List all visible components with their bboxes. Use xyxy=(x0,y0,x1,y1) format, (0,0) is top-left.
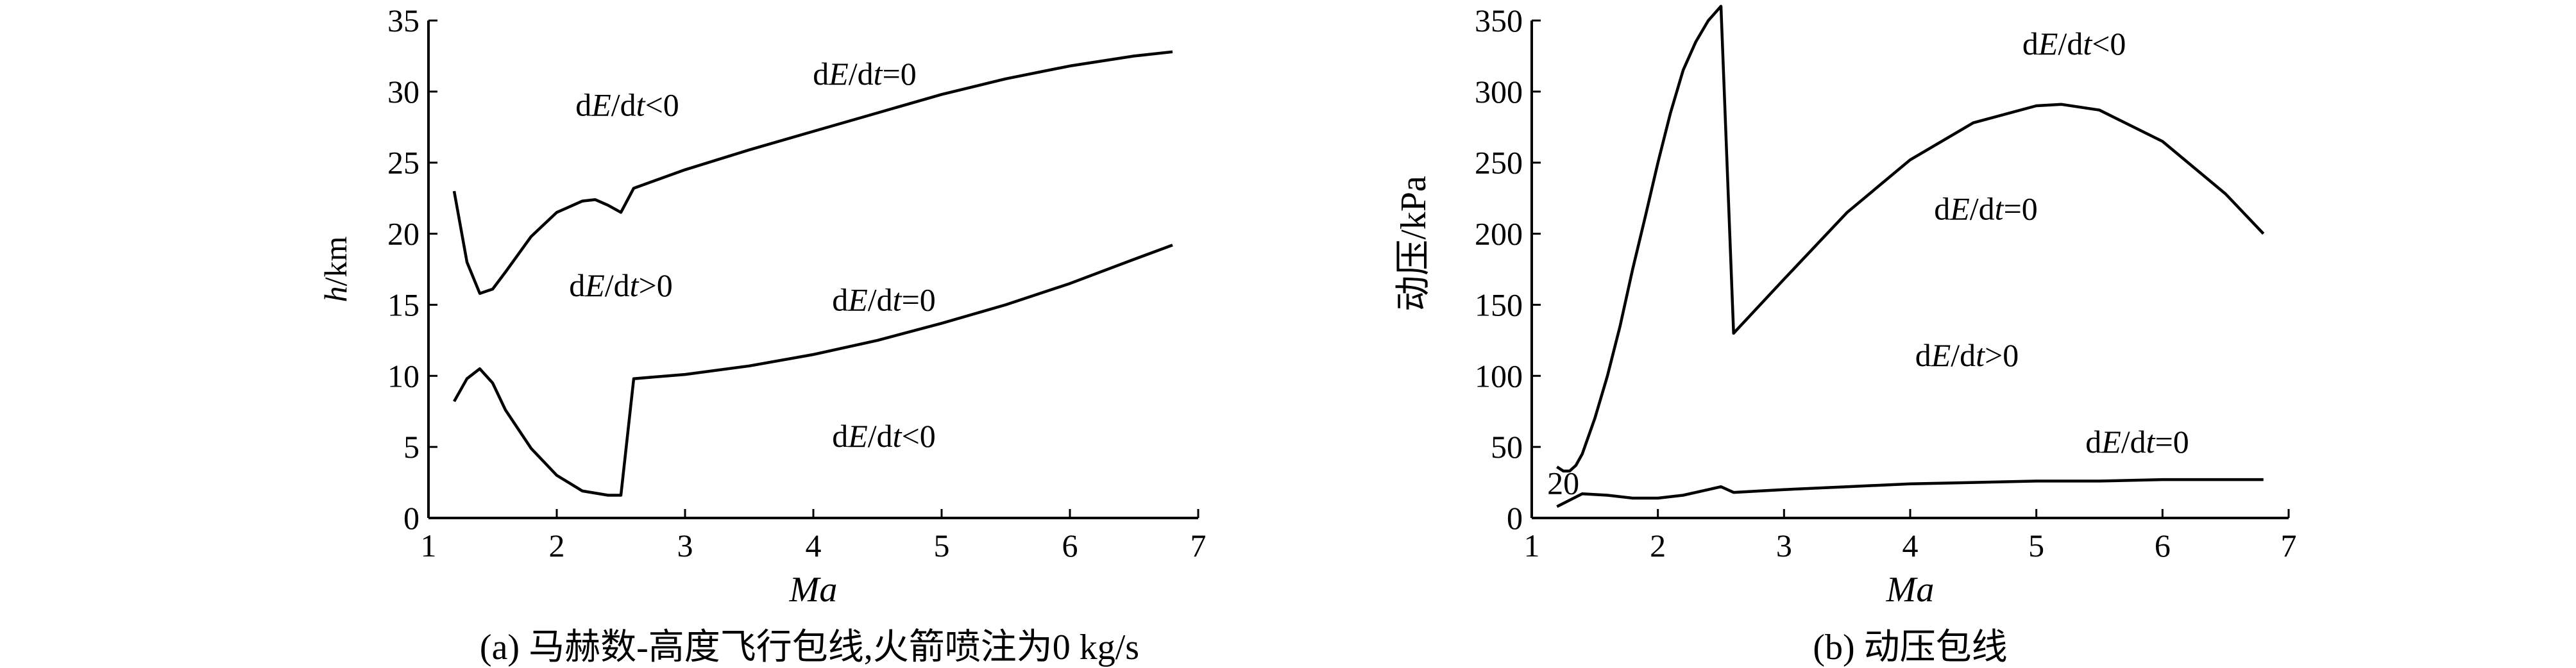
panel-a-mach-altitude-envelope: 0 5 10 15 20 25 30 35 1 2 3 4 5 6 7 dE/dt<0 dE/dt=0 dE/… xyxy=(318,3,1207,667)
panel-b-dynamic-pressure-envelope: 0 50 100 150 200 250 300 350 1 2 3 4 5 6 7 dE/dt<0 dE/… xyxy=(1394,3,2297,667)
panel-a-region-annotation: dE/dt=0 xyxy=(832,281,936,317)
panel-b-xtick-label: 5 xyxy=(2028,528,2044,564)
panel-a-xtick-label: 2 xyxy=(549,528,565,564)
panel-a-ytick-label: 0 xyxy=(403,500,419,536)
panel-b-xtick-label: 6 xyxy=(2155,528,2171,564)
panel-a-region-annotation: dE/dt=0 xyxy=(813,56,917,92)
panel-b-region-annotation: dE/dt=0 xyxy=(1934,190,2038,226)
panel-a-ytick-label: 30 xyxy=(387,74,419,110)
panel-a-ytick-label: 10 xyxy=(387,358,419,394)
panel-b-ytick-label: 150 xyxy=(1475,287,1523,322)
panel-b-ytick-label: 350 xyxy=(1475,3,1523,38)
panel-b-x-axis-label: Ma xyxy=(1886,570,1935,610)
panel-b-boundary-curve-2 xyxy=(1556,478,2264,508)
panel-b-ytick-label: 100 xyxy=(1475,358,1523,394)
panel-a-ytick-label: 15 xyxy=(387,287,419,322)
panel-b-region-annotation: dE/dt<0 xyxy=(2022,26,2126,62)
panel-b-boundary-curve-1 xyxy=(1556,4,2265,473)
panel-a-xtick-label: 3 xyxy=(677,528,693,564)
panel-b-xtick-label: 3 xyxy=(1776,528,1792,564)
panel-b-caption: (b) 动压包线 xyxy=(1813,628,2007,667)
panel-a-boundary-curve-1 xyxy=(452,50,1173,295)
panel-b-ytick-label: 300 xyxy=(1475,74,1523,110)
panel-a-caption: (a) 马赫数-高度飞行包线,火箭喷注为0 kg/s xyxy=(480,628,1139,667)
panel-b-ytick-label: 250 xyxy=(1475,145,1523,181)
panel-b-y-axis-label: 动压/kPa xyxy=(1394,176,1434,312)
panel-b-ytick-label: 0 xyxy=(1507,500,1523,536)
panel-a-ytick-label: 35 xyxy=(387,3,419,38)
panel-b-region-annotation: 20 xyxy=(1547,465,1579,501)
panel-a-region-annotation: dE/dt>0 xyxy=(569,267,673,303)
panel-b-region-annotation: dE/dt=0 xyxy=(2085,424,2189,460)
panel-a-ytick-label: 5 xyxy=(403,429,419,465)
panel-b-xtick-label: 7 xyxy=(2281,528,2297,564)
panel-a-ytick-label: 20 xyxy=(387,216,419,252)
panel-a-xtick-label: 4 xyxy=(806,528,822,564)
panel-b-ytick-label: 200 xyxy=(1475,216,1523,252)
panel-b-region-annotation: dE/dt>0 xyxy=(1915,337,2019,373)
panel-a-xtick-label: 6 xyxy=(1062,528,1078,564)
panel-b-ytick-label: 50 xyxy=(1491,429,1523,465)
panel-a-xtick-label: 5 xyxy=(934,528,950,564)
panel-a-xtick-label: 1 xyxy=(421,528,437,564)
panel-a-ytick-label: 25 xyxy=(387,145,419,181)
panel-b-xtick-label: 4 xyxy=(1902,528,1919,564)
panel-a-xtick-label: 7 xyxy=(1191,528,1207,564)
panel-a-region-annotation: dE/dt<0 xyxy=(832,418,936,454)
panel-b-xtick-label: 1 xyxy=(1524,528,1540,564)
panel-b-xtick-label: 2 xyxy=(1650,528,1666,564)
panel-a-boundary-curve-2 xyxy=(453,244,1173,497)
panel-a-region-annotation: dE/dt<0 xyxy=(575,87,679,123)
panel-a-x-axis-label: Ma xyxy=(789,570,838,610)
panel-a-y-axis-label: h/km xyxy=(318,237,353,303)
